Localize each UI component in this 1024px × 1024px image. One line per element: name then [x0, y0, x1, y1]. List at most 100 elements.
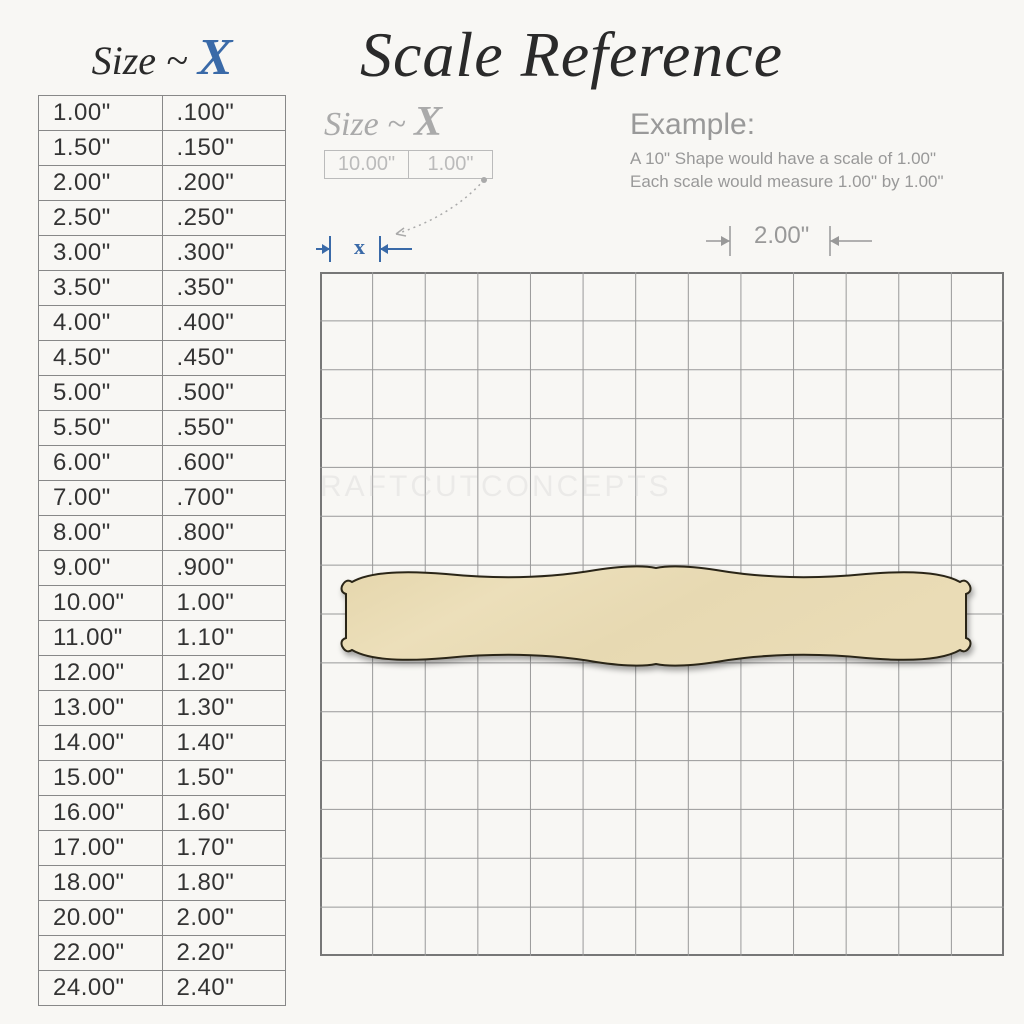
mini-size-header: Size ~ X: [324, 98, 493, 146]
size-cell: 1.00": [39, 96, 163, 131]
x-cell: 1.80": [162, 866, 286, 901]
table-row: 13.00"1.30": [39, 691, 286, 726]
size-panel: Size ~ X 1.00".100"1.50".150"2.00".200"2…: [38, 28, 286, 1006]
x-cell: .900": [162, 551, 286, 586]
size-cell: 12.00": [39, 656, 163, 691]
size-cell: 24.00": [39, 971, 163, 1006]
x-cell: .500": [162, 376, 286, 411]
table-row: 22.00"2.20": [39, 936, 286, 971]
size-cell: 4.50": [39, 341, 163, 376]
table-row: 3.00".300": [39, 236, 286, 271]
example-panel: Example: A 10" Shape would have a scale …: [630, 108, 1010, 194]
x-indicator-label: x: [354, 234, 365, 260]
size-cell: 20.00": [39, 901, 163, 936]
size-table: 1.00".100"1.50".150"2.00".200"2.50".250"…: [38, 95, 286, 1006]
x-cell: 1.60': [162, 796, 286, 831]
mini-size-prefix: Size ~: [324, 106, 414, 143]
title-text: Scale Reference: [360, 19, 783, 90]
x-cell: .300": [162, 236, 286, 271]
mini-table: 10.00" 1.00": [324, 150, 493, 179]
watermark: RAFTCUTCONCEPTS: [320, 470, 672, 504]
x-cell: .550": [162, 411, 286, 446]
table-row: 4.00".400": [39, 306, 286, 341]
size-cell: 2.00": [39, 166, 163, 201]
x-cell: .350": [162, 271, 286, 306]
x-cell: 1.00": [162, 586, 286, 621]
mini-cell-left: 10.00": [325, 151, 409, 179]
size-cell: 17.00": [39, 831, 163, 866]
table-row: 12.00"1.20": [39, 656, 286, 691]
x-cell: 1.20": [162, 656, 286, 691]
example-line1: A 10" Shape would have a scale of 1.00": [630, 148, 1010, 171]
dimension-label: 2.00": [754, 222, 809, 250]
table-row: 1.00".100": [39, 96, 286, 131]
table-row: 16.00"1.60': [39, 796, 286, 831]
table-row: 24.00"2.40": [39, 971, 286, 1006]
size-cell: 6.00": [39, 446, 163, 481]
table-row: 5.00".500": [39, 376, 286, 411]
size-header: Size ~ X: [38, 28, 286, 87]
size-prefix: Size ~: [92, 38, 198, 83]
x-cell: .100": [162, 96, 286, 131]
wood-banner-shape: [336, 564, 976, 668]
size-cell: 5.00": [39, 376, 163, 411]
x-cell: .200": [162, 166, 286, 201]
size-cell: 3.00": [39, 236, 163, 271]
x-cell: .400": [162, 306, 286, 341]
page-title: Scale Reference: [360, 18, 783, 92]
x-cell: 1.30": [162, 691, 286, 726]
example-line2: Each scale would measure 1.00" by 1.00": [630, 171, 1010, 194]
x-cell: .150": [162, 131, 286, 166]
x-cell: 1.40": [162, 726, 286, 761]
size-cell: 18.00": [39, 866, 163, 901]
size-cell: 3.50": [39, 271, 163, 306]
size-cell: 2.50": [39, 201, 163, 236]
table-row: 8.00".800": [39, 516, 286, 551]
dimension-indicator: 2.00": [700, 216, 900, 265]
size-cell: 7.00": [39, 481, 163, 516]
table-row: 6.00".600": [39, 446, 286, 481]
table-row: 3.50".350": [39, 271, 286, 306]
table-row: 1.50".150": [39, 131, 286, 166]
table-row: 2.00".200": [39, 166, 286, 201]
size-cell: 15.00": [39, 761, 163, 796]
x-cell: 2.40": [162, 971, 286, 1006]
size-cell: 11.00": [39, 621, 163, 656]
x-cell: 2.00": [162, 901, 286, 936]
mini-cell-right: 1.00": [409, 151, 493, 179]
x-cell: .450": [162, 341, 286, 376]
table-row: 18.00"1.80": [39, 866, 286, 901]
size-x: X: [198, 29, 233, 86]
size-cell: 14.00": [39, 726, 163, 761]
table-row: 15.00"1.50": [39, 761, 286, 796]
x-cell: .700": [162, 481, 286, 516]
x-cell: 1.70": [162, 831, 286, 866]
size-cell: 1.50": [39, 131, 163, 166]
table-row: 11.00"1.10": [39, 621, 286, 656]
table-row: 4.50".450": [39, 341, 286, 376]
mini-size-panel: Size ~ X 10.00" 1.00": [324, 98, 493, 179]
table-row: 10.00"1.00": [39, 586, 286, 621]
table-row: 20.00"2.00": [39, 901, 286, 936]
size-cell: 8.00": [39, 516, 163, 551]
x-cell: .250": [162, 201, 286, 236]
x-cell: 1.50": [162, 761, 286, 796]
size-cell: 4.00": [39, 306, 163, 341]
x-indicator: x: [316, 232, 412, 267]
x-cell: .600": [162, 446, 286, 481]
x-cell: 1.10": [162, 621, 286, 656]
x-cell: 2.20": [162, 936, 286, 971]
size-cell: 5.50": [39, 411, 163, 446]
size-cell: 10.00": [39, 586, 163, 621]
size-cell: 13.00": [39, 691, 163, 726]
x-cell: .800": [162, 516, 286, 551]
table-row: 7.00".700": [39, 481, 286, 516]
example-title: Example:: [630, 108, 1010, 142]
table-row: 9.00".900": [39, 551, 286, 586]
mini-size-x: X: [414, 99, 442, 145]
table-row: 17.00"1.70": [39, 831, 286, 866]
size-cell: 22.00": [39, 936, 163, 971]
table-row: 5.50".550": [39, 411, 286, 446]
table-row: 14.00"1.40": [39, 726, 286, 761]
size-cell: 9.00": [39, 551, 163, 586]
